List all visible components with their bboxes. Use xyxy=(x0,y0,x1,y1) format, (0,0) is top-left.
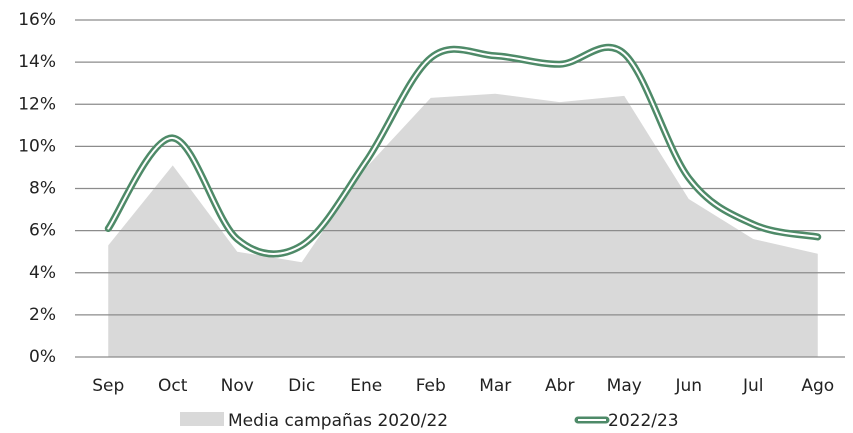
x-tick-label: Sep xyxy=(92,376,124,396)
x-tick-label: Ene xyxy=(350,376,382,396)
x-tick-label: Dic xyxy=(288,376,315,396)
x-tick-label: Oct xyxy=(158,376,188,396)
x-tick-label: Abr xyxy=(545,376,574,396)
line-inner xyxy=(107,46,819,255)
y-tick-label: 4% xyxy=(29,263,56,283)
y-tick-label: 0% xyxy=(29,347,56,367)
x-tick-label: Nov xyxy=(221,376,254,396)
x-tick-label: Mar xyxy=(479,376,511,396)
legend-label: Media campañas 2020/22 xyxy=(228,411,448,431)
y-tick-label: 2% xyxy=(29,305,56,325)
x-tick-label: Feb xyxy=(416,376,446,396)
y-tick-label: 10% xyxy=(18,136,56,156)
x-tick-label: Jul xyxy=(742,376,764,396)
x-tick-label: Ago xyxy=(801,376,834,396)
y-tick-label: 6% xyxy=(29,221,56,241)
legend-swatch xyxy=(180,412,224,426)
y-tick-label: 16% xyxy=(18,10,56,30)
x-tick-label: Jun xyxy=(674,376,702,396)
y-tick-label: 8% xyxy=(29,179,56,199)
y-tick-label: 14% xyxy=(18,52,56,72)
area xyxy=(108,93,818,357)
x-tick-label: May xyxy=(607,376,642,396)
legend-label: 2022/23 xyxy=(608,411,679,431)
y-tick-label: 12% xyxy=(18,94,56,114)
